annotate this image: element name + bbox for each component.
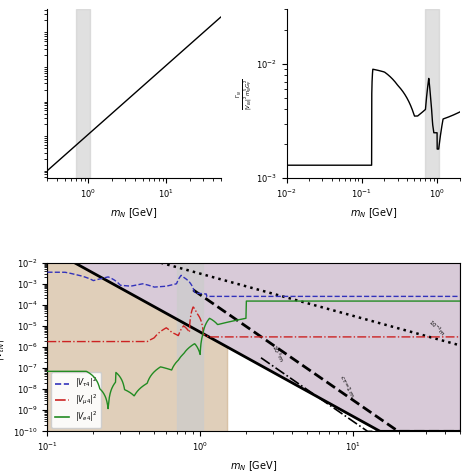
Bar [176, 263, 203, 431]
Bar [426, 9, 439, 178]
Legend: $|V_{\tau 4}|^2$, $|V_{\mu 4}|^2$, $|V_{e 4}|^2$: $|V_{\tau 4}|^2$, $|V_{\mu 4}|^2$, $|V_{… [51, 372, 101, 428]
X-axis label: $\boldsymbol{m_N}$ [GeV]: $\boldsymbol{m_N}$ [GeV] [230, 459, 277, 473]
Text: $10^3\,\mathrm{m}$: $10^3\,\mathrm{m}$ [268, 342, 286, 364]
X-axis label: $\boldsymbol{m_N}$ [GeV]: $\boldsymbol{m_N}$ [GeV] [110, 206, 157, 220]
Y-axis label: $\frac{\Gamma_N}{|V_{\ell N}|^2 m_N^5 G_F^2}$: $\frac{\Gamma_N}{|V_{\ell N}|^2 m_N^5 G_… [235, 78, 255, 109]
X-axis label: $\boldsymbol{m_N}$ [GeV]: $\boldsymbol{m_N}$ [GeV] [350, 206, 397, 220]
Bar [76, 9, 90, 178]
Text: $10^{-3}\,\mathrm{m}$: $10^{-3}\,\mathrm{m}$ [426, 318, 447, 339]
Text: $c\tau\!=\!1\,\mathrm{m}$: $c\tau\!=\!1\,\mathrm{m}$ [338, 374, 357, 400]
Y-axis label: $|V_{\ell N}|^2$: $|V_{\ell N}|^2$ [0, 333, 8, 361]
